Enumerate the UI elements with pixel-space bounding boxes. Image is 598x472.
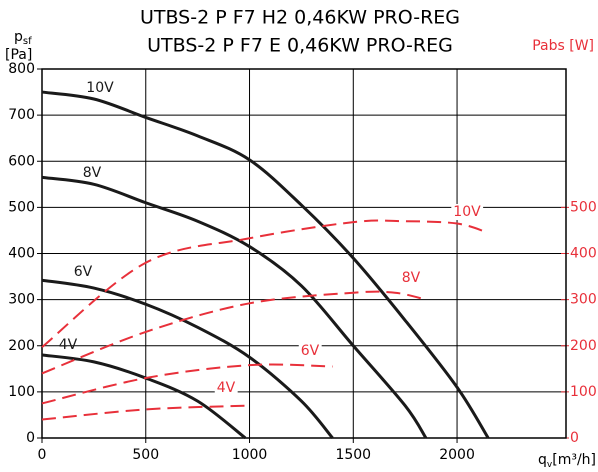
x-tick-label: 500 (132, 447, 159, 463)
x-tick-label: 1000 (232, 447, 268, 463)
curve-label: 6V (74, 264, 93, 280)
y2-tick-label: 400 (570, 246, 597, 262)
y-tick-label: 600 (8, 153, 35, 169)
curve-label: 4V (217, 380, 236, 396)
y-tick-label: 0 (26, 430, 35, 446)
curve (41, 290, 427, 375)
curve-label: 6V (301, 343, 320, 359)
x-tick-label: 2000 (439, 447, 475, 463)
y-tick-label: 100 (8, 384, 35, 400)
y2-tick-label: 0 (570, 430, 579, 446)
y-tick-label: 700 (8, 107, 35, 123)
curve-label: 8V (402, 270, 421, 286)
x-label-symbol: q (538, 452, 547, 468)
x-tick-label: 0 (38, 447, 47, 463)
y-tick-label: 800 (8, 61, 35, 77)
x-label-unit: [m³/h] (552, 452, 596, 468)
label-bg (451, 204, 484, 220)
x-axis-label: qv[m³/h] (538, 452, 596, 470)
y-label-symbol: p (14, 29, 23, 45)
curve (41, 404, 246, 421)
y-axis-label: psf (14, 29, 32, 47)
curve (41, 90, 490, 439)
label-bg (399, 270, 423, 286)
curve-label: 10V (453, 204, 481, 220)
y2-tick-label: 300 (570, 292, 597, 308)
y-tick-label: 400 (8, 246, 35, 262)
y2-tick-label: 500 (570, 199, 597, 215)
curve-label: 10V (86, 80, 114, 96)
y-tick-label: 500 (8, 199, 35, 215)
chart-title: UTBS-2 P F7 H2 0,46KW PRO-REG (140, 7, 460, 29)
curve (41, 363, 333, 405)
x-tick-label: 1500 (335, 447, 371, 463)
y2-axis-label: Pabs [W] (532, 38, 594, 54)
curve (41, 219, 489, 348)
plot-frame (41, 68, 567, 439)
chart-title: UTBS-2 P F7 E 0,46KW PRO-REG (147, 35, 453, 57)
y-axis-unit: [Pa] (5, 47, 32, 63)
y-tick-label: 200 (8, 338, 35, 354)
y2-tick-label: 200 (570, 338, 597, 354)
y2-tick-label: 100 (570, 384, 597, 400)
curve-label: 8V (83, 165, 102, 181)
y-tick-label: 300 (8, 292, 35, 308)
curve-label: 4V (59, 337, 78, 353)
curve (41, 278, 334, 439)
x-label-subscript: v (547, 460, 553, 470)
curve (41, 175, 428, 439)
label-bg (214, 380, 238, 396)
label-bg (298, 343, 322, 359)
y-label-subscript: sf (23, 36, 32, 47)
